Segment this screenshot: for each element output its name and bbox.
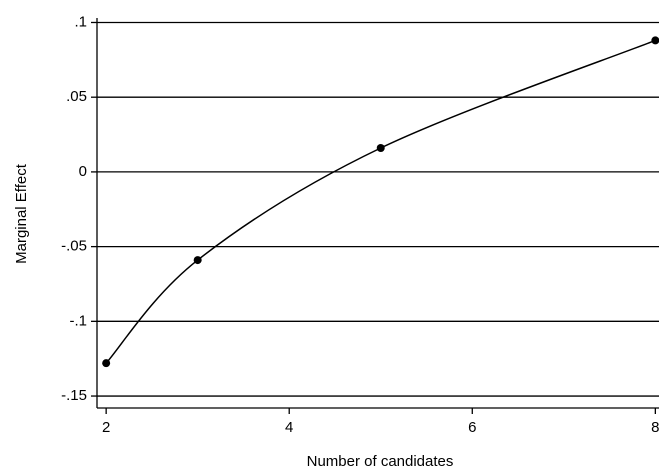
y-tick-label: -.1 bbox=[69, 312, 87, 329]
y-tick-label: .05 bbox=[66, 88, 87, 105]
line bbox=[105, 39, 656, 364]
y-tick-label: .1 bbox=[74, 13, 87, 30]
x-tick-label: 8 bbox=[651, 419, 659, 436]
point bbox=[651, 36, 659, 45]
y-axis-title: Marginal Effect bbox=[13, 163, 30, 264]
x-tick-label: 4 bbox=[285, 419, 293, 436]
x-axis-title: Number of candidates bbox=[307, 453, 454, 470]
y-tick-label: -.05 bbox=[61, 238, 87, 255]
point bbox=[376, 144, 385, 152]
x-tick-label: 2 bbox=[102, 419, 110, 436]
y-tick-label: 0 bbox=[79, 163, 87, 180]
x-tick-label: 6 bbox=[468, 419, 476, 436]
y-tick-label: -.15 bbox=[61, 387, 87, 404]
point bbox=[193, 256, 202, 265]
point bbox=[102, 359, 111, 368]
